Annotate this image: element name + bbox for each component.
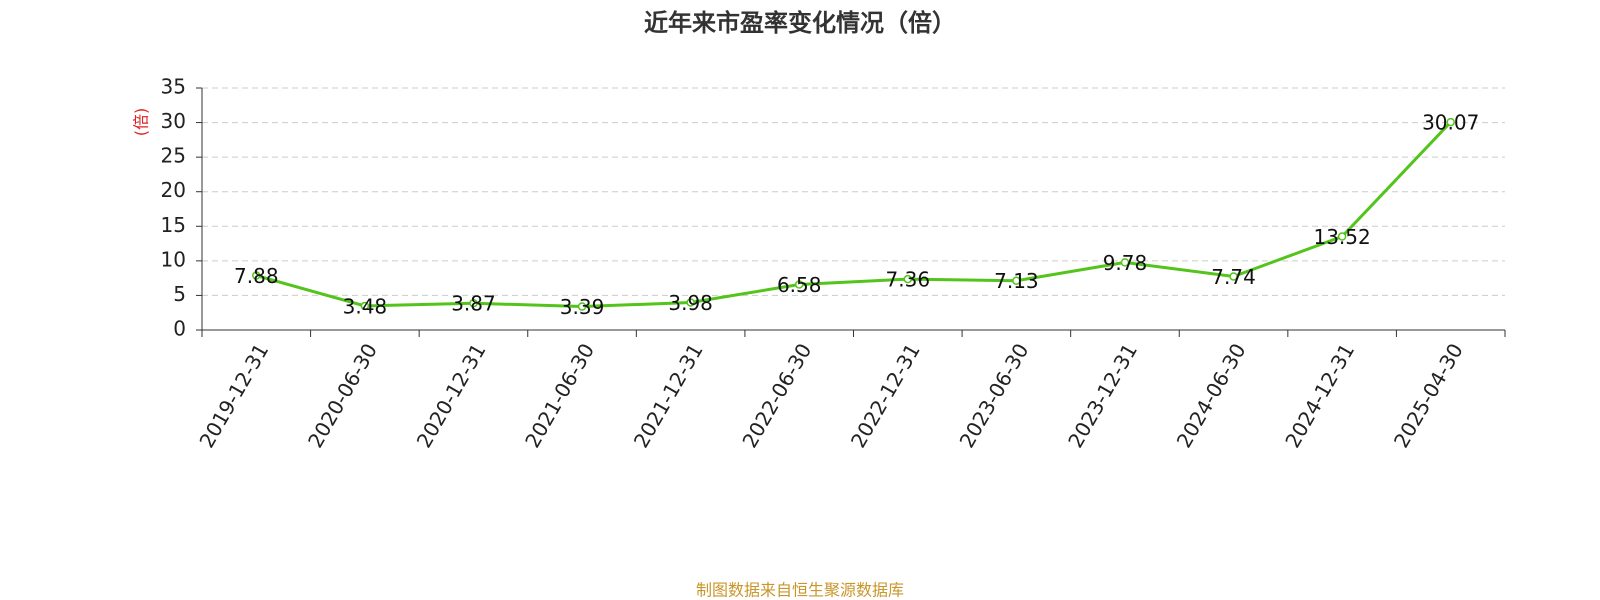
y-tick-label: 10 <box>161 247 186 271</box>
data-label: 3.98 <box>668 291 713 315</box>
x-tick-label: 2021-12-31 <box>629 339 708 452</box>
y-axis-label: (倍) <box>132 108 151 137</box>
data-label: 3.87 <box>451 292 496 316</box>
x-tick-label: 2022-12-31 <box>846 339 925 452</box>
x-tick-label: 2019-12-31 <box>194 339 273 452</box>
data-point <box>794 280 804 289</box>
y-tick-label: 20 <box>161 178 186 202</box>
x-tick-label: 2023-06-30 <box>955 339 1034 452</box>
data-point <box>469 298 478 308</box>
data-point <box>252 271 261 280</box>
x-tick-label: 2023-12-31 <box>1063 339 1142 452</box>
y-tick-label: 25 <box>161 144 186 168</box>
data-point <box>1229 272 1238 281</box>
x-tick-label: 2020-12-31 <box>412 339 491 452</box>
data-label: 30.07 <box>1422 111 1479 135</box>
y-tick-label: 5 <box>173 282 186 306</box>
chart-title: 近年来市盈率变化情况（倍） <box>644 9 956 37</box>
y-tick-label: 30 <box>161 109 186 133</box>
x-tick-label: 2024-12-31 <box>1280 339 1359 452</box>
x-tick-label: 2024-06-30 <box>1172 339 1251 452</box>
data-label: 7.36 <box>886 268 931 292</box>
data-label: 7.88 <box>234 264 279 288</box>
x-tick-label: 2020-06-30 <box>303 339 382 452</box>
data-point <box>1120 258 1130 267</box>
data-point <box>686 298 695 307</box>
data-label: 6.58 <box>777 273 822 297</box>
data-point <box>903 274 913 284</box>
source-note: 制图数据来自恒生聚源数据库 <box>696 581 904 600</box>
y-tick-label: 35 <box>161 75 186 99</box>
data-point <box>577 302 587 311</box>
y-tick-label: 0 <box>173 317 186 341</box>
data-line <box>255 121 1452 309</box>
y-tick-label: 15 <box>161 213 186 237</box>
data-point <box>1446 117 1455 127</box>
data-label: 7.13 <box>994 269 1039 293</box>
data-point <box>360 301 370 311</box>
data-label: 3.39 <box>560 295 605 319</box>
x-tick-label: 2022-06-30 <box>737 339 816 452</box>
data-point <box>1337 232 1347 241</box>
x-tick-label: 2021-06-30 <box>520 339 599 452</box>
data-label: 7.74 <box>1211 265 1256 289</box>
x-tick-label: 2025-04-30 <box>1389 339 1468 452</box>
data-label: 13.52 <box>1313 225 1370 249</box>
data-point <box>1012 276 1021 285</box>
data-label: 9.78 <box>1103 251 1148 275</box>
data-label: 3.48 <box>343 294 388 318</box>
